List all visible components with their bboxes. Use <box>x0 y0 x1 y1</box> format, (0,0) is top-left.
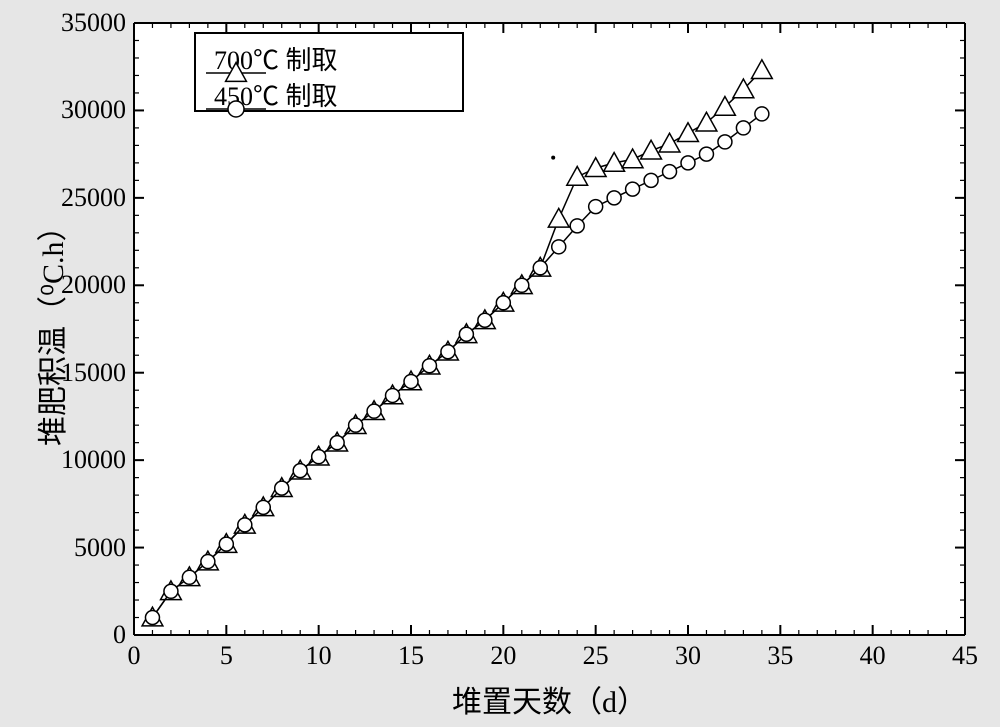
series-marker <box>570 219 584 233</box>
y-tick-label: 25000 <box>61 183 126 213</box>
series-marker <box>607 191 621 205</box>
series-marker <box>422 359 436 373</box>
series-marker <box>533 261 547 275</box>
series-marker <box>330 436 344 450</box>
series-marker <box>386 388 400 402</box>
x-tick-label: 45 <box>940 641 990 671</box>
series-marker <box>585 158 606 177</box>
y-tick-label: 30000 <box>61 95 126 125</box>
y-tick-label: 0 <box>113 620 126 650</box>
legend-item: 700℃ 制取 <box>206 40 338 77</box>
series-marker <box>622 149 643 168</box>
series-marker <box>567 166 588 185</box>
series-marker <box>182 570 196 584</box>
series-marker <box>459 327 473 341</box>
series-marker <box>275 481 289 495</box>
series-marker <box>659 133 680 152</box>
x-tick-label: 25 <box>571 641 621 671</box>
y-axis-title: 堆肥积温（⁰C.h） <box>28 226 72 446</box>
series-marker <box>663 165 677 179</box>
series-marker <box>552 240 566 254</box>
x-tick-label: 15 <box>386 641 436 671</box>
x-tick-label: 20 <box>478 641 528 671</box>
legend-item: 450℃ 制取 <box>206 76 338 113</box>
series-marker <box>238 518 252 532</box>
series-marker <box>367 404 381 418</box>
series-marker <box>441 345 455 359</box>
series-marker <box>312 450 326 464</box>
series-marker <box>293 464 307 478</box>
series-marker <box>678 123 699 142</box>
series-marker <box>478 313 492 327</box>
series-marker <box>349 418 363 432</box>
chart-container: 堆肥积温（⁰C.h） 堆置天数（d） 051015202530354045050… <box>0 0 1000 727</box>
x-tick-label: 35 <box>755 641 805 671</box>
series-marker <box>219 537 233 551</box>
series-marker <box>641 140 662 159</box>
y-tick-label: 20000 <box>61 270 126 300</box>
series-marker <box>718 135 732 149</box>
series-marker <box>644 173 658 187</box>
series-marker <box>164 584 178 598</box>
series-marker <box>496 296 510 310</box>
plot-svg <box>0 0 1000 727</box>
series-marker <box>589 200 603 214</box>
x-tick-label: 40 <box>848 641 898 671</box>
y-tick-label: 15000 <box>61 358 126 388</box>
series-marker <box>548 208 569 227</box>
series-marker <box>751 60 772 79</box>
y-tick-label: 5000 <box>74 533 126 563</box>
series-marker <box>736 121 750 135</box>
series-line <box>152 114 761 618</box>
series-marker <box>755 107 769 121</box>
x-tick-label: 10 <box>294 641 344 671</box>
series-marker <box>145 611 159 625</box>
series-marker <box>515 278 529 292</box>
series-marker <box>699 147 713 161</box>
x-tick-label: 30 <box>663 641 713 671</box>
x-axis-title: 堆置天数（d） <box>440 677 660 721</box>
series-marker <box>404 374 418 388</box>
series-marker <box>626 182 640 196</box>
y-tick-label: 10000 <box>61 445 126 475</box>
series-marker <box>696 112 717 131</box>
stray-dot <box>551 156 555 160</box>
series-marker <box>201 555 215 569</box>
y-tick-label: 35000 <box>61 8 126 38</box>
x-tick-label: 5 <box>201 641 251 671</box>
series-marker <box>681 156 695 170</box>
series-marker <box>256 500 270 514</box>
